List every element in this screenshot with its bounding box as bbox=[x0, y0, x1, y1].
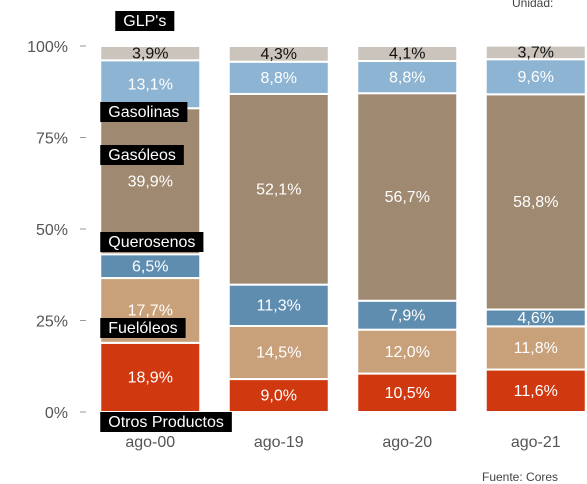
value-label: 14,5% bbox=[256, 345, 301, 362]
value-label: 4,3% bbox=[261, 46, 297, 63]
bar-segment bbox=[356, 45, 459, 63]
value-label: 39,9% bbox=[128, 173, 173, 190]
value-label: 11,8% bbox=[514, 340, 558, 357]
value-label: 6,5% bbox=[132, 258, 168, 275]
bar-segment bbox=[356, 92, 459, 302]
bar-segment bbox=[227, 92, 330, 286]
bar-segment bbox=[484, 93, 587, 311]
value-label: 9,6% bbox=[518, 69, 554, 86]
bar-segment bbox=[227, 45, 330, 63]
bar-segment bbox=[356, 372, 459, 414]
bar-segment bbox=[484, 44, 587, 61]
legend-box bbox=[100, 232, 204, 252]
legend-box bbox=[100, 102, 188, 122]
legend-label: Gasolinas bbox=[108, 104, 179, 121]
value-label: 9,0% bbox=[261, 388, 297, 405]
legend-label: Otros Productos bbox=[108, 414, 224, 431]
source: Fuente: Cores bbox=[482, 470, 558, 484]
unit-note: Unidad: bbox=[512, 0, 553, 10]
bar-segment bbox=[99, 341, 202, 413]
value-label: 10,5% bbox=[385, 385, 430, 402]
value-label: 18,9% bbox=[128, 370, 173, 387]
legend-label: Fuelóleos bbox=[108, 320, 177, 337]
x-tick-label: ago-21 bbox=[511, 434, 561, 451]
bar-segment bbox=[484, 368, 587, 414]
value-label: 7,9% bbox=[389, 307, 425, 324]
bar-segment bbox=[356, 60, 459, 95]
bar-segment bbox=[99, 45, 202, 62]
x-tick-label: ago-00 bbox=[125, 434, 175, 451]
y-tick-label: 100% bbox=[27, 39, 68, 56]
value-label: 11,6% bbox=[514, 383, 558, 400]
value-label: 12,0% bbox=[385, 344, 430, 361]
y-tick-label: 25% bbox=[36, 314, 68, 331]
value-label: 11,3% bbox=[257, 298, 301, 315]
bar-segment bbox=[484, 325, 587, 371]
bar-segment bbox=[227, 378, 330, 413]
value-label: 4,6% bbox=[518, 310, 554, 327]
value-label: 3,9% bbox=[132, 45, 168, 62]
value-label: 58,8% bbox=[513, 194, 558, 211]
legend-label: Gasóleos bbox=[108, 147, 176, 164]
value-label: 3,7% bbox=[518, 45, 554, 62]
value-label: 13,1% bbox=[128, 76, 173, 93]
y-tick-label: 75% bbox=[36, 131, 68, 148]
legend-box bbox=[100, 145, 184, 165]
value-label: 4,1% bbox=[389, 46, 425, 63]
x-tick-label: ago-20 bbox=[382, 434, 432, 451]
y-tick-label: 0% bbox=[45, 405, 68, 422]
value-label: 56,7% bbox=[385, 189, 430, 206]
legend-box bbox=[100, 318, 186, 338]
legend-box bbox=[100, 412, 232, 432]
legend-label: Querosenos bbox=[108, 234, 195, 251]
legend-box bbox=[115, 11, 175, 31]
value-label: 8,8% bbox=[261, 70, 297, 87]
x-tick-label: ago-19 bbox=[254, 434, 304, 451]
legend-label: GLP's bbox=[123, 13, 166, 30]
y-tick-label: 50% bbox=[36, 222, 68, 239]
value-label: 17,7% bbox=[128, 303, 173, 320]
value-label: 8,8% bbox=[389, 69, 425, 86]
bar-segment bbox=[484, 58, 587, 96]
bar-segment bbox=[99, 107, 202, 256]
value-label: 52,1% bbox=[256, 182, 301, 199]
